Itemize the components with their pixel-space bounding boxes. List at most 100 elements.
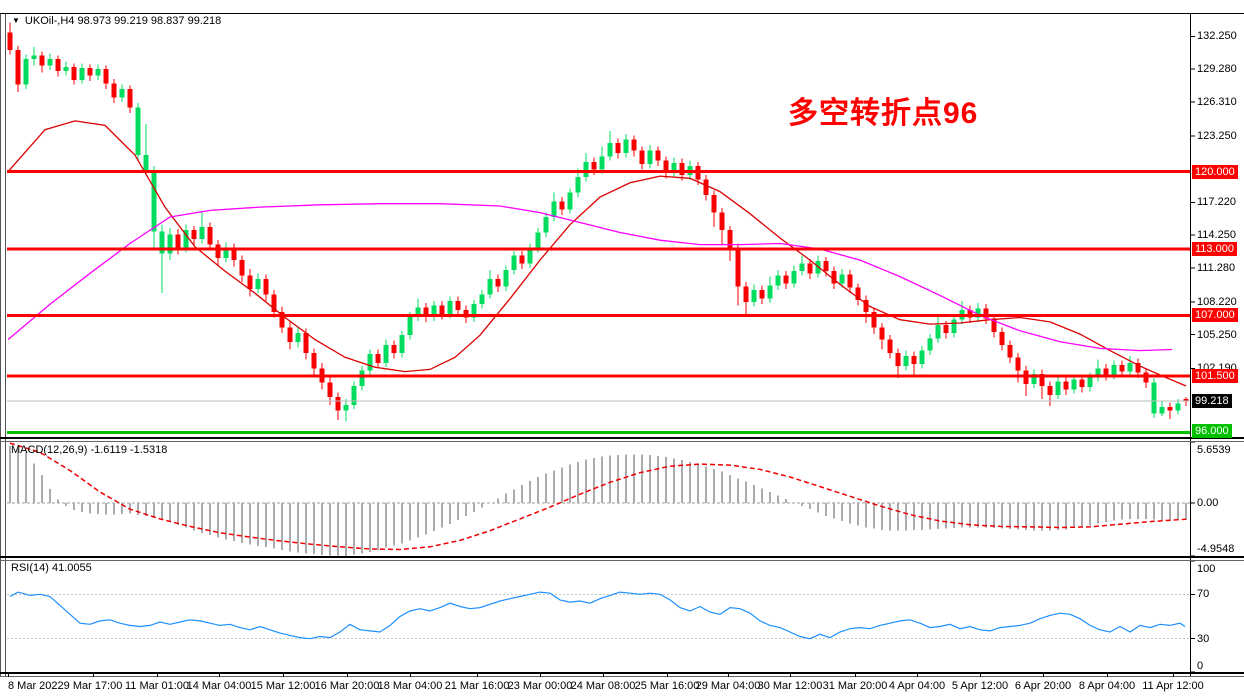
candle-body bbox=[407, 316, 413, 336]
time-tick bbox=[410, 672, 411, 677]
candle-body bbox=[87, 67, 93, 76]
time-label: 31 Mar 20:00 bbox=[822, 680, 888, 692]
candle-body bbox=[31, 55, 37, 60]
candle-body bbox=[271, 294, 277, 312]
rsi-axis-label: 0 bbox=[1197, 660, 1204, 672]
candle-body bbox=[935, 325, 941, 339]
candle-body bbox=[671, 162, 677, 173]
candle-body bbox=[679, 162, 685, 176]
candle-body bbox=[703, 179, 709, 195]
candle-body bbox=[255, 278, 261, 289]
candle-body bbox=[807, 263, 813, 274]
time-tick bbox=[603, 672, 604, 677]
time-tick bbox=[1043, 672, 1044, 677]
candle-body bbox=[199, 226, 205, 240]
candle-body bbox=[543, 216, 549, 233]
candle-body bbox=[191, 230, 197, 240]
macd-axis-label: 0.00 bbox=[1197, 496, 1219, 509]
candle-body bbox=[295, 332, 301, 342]
time-tick bbox=[980, 672, 981, 677]
time-tick bbox=[219, 672, 220, 677]
time-tick bbox=[790, 672, 791, 677]
time-label: 6 Apr 20:00 bbox=[1014, 680, 1072, 692]
candle-body bbox=[927, 338, 933, 351]
candle-body bbox=[167, 234, 173, 254]
candle-body bbox=[991, 318, 997, 332]
candle-body bbox=[855, 287, 861, 300]
separator-macd-rsi[interactable] bbox=[0, 556, 1244, 558]
time-label: 8 Mar 2022 bbox=[8, 680, 64, 692]
time-label: 18 Mar 04:00 bbox=[377, 680, 443, 692]
candle-body bbox=[1143, 372, 1149, 383]
chart-text-annotation: 多空转折点96 bbox=[788, 97, 979, 130]
candle-body bbox=[863, 299, 869, 312]
candle-body bbox=[111, 83, 117, 98]
ma-fast-red bbox=[7, 120, 1187, 387]
candle-body bbox=[591, 161, 597, 170]
time-tick bbox=[917, 672, 918, 677]
candle-body bbox=[1039, 373, 1045, 386]
candle-body bbox=[535, 232, 541, 248]
candle-body bbox=[351, 385, 357, 405]
time-tick bbox=[1173, 672, 1174, 677]
price-scale-border bbox=[1190, 13, 1191, 676]
candle-body bbox=[1151, 382, 1157, 414]
candle-body bbox=[119, 88, 125, 98]
candle-body bbox=[47, 59, 53, 66]
price-tick-label: 108.220 bbox=[1197, 295, 1237, 308]
candle-body bbox=[791, 271, 797, 284]
time-label: 4 Apr 04:00 bbox=[888, 680, 946, 692]
candle-body bbox=[967, 309, 973, 318]
candle-body bbox=[55, 59, 61, 72]
time-label: 25 Mar 16:00 bbox=[634, 680, 700, 692]
candle-body bbox=[567, 192, 573, 210]
candle-body bbox=[71, 66, 77, 81]
candle-body bbox=[623, 139, 629, 153]
candle-body bbox=[23, 59, 29, 85]
candle-body bbox=[279, 311, 285, 328]
time-label: 11 Mar 01:00 bbox=[124, 680, 190, 692]
candle-body bbox=[943, 325, 949, 333]
price-tick-label: 105.250 bbox=[1197, 328, 1237, 341]
macd-axis-label: 5.6539 bbox=[1197, 444, 1231, 456]
chevron-down-icon[interactable]: ▼ bbox=[12, 16, 20, 25]
time-tick bbox=[1107, 672, 1108, 677]
price-tick-label: 132.250 bbox=[1197, 30, 1237, 43]
candle-body bbox=[15, 50, 21, 85]
time-tick bbox=[157, 672, 158, 677]
price-tick-label: 114.250 bbox=[1197, 229, 1236, 242]
time-label: 21 Mar 16:00 bbox=[444, 680, 510, 692]
timescale-border bbox=[0, 676, 1244, 677]
candle-body bbox=[719, 212, 725, 231]
candle-body bbox=[1015, 357, 1021, 371]
candle-body bbox=[455, 300, 461, 310]
candle-body bbox=[7, 32, 13, 51]
candle-body bbox=[1079, 379, 1085, 388]
candle-body bbox=[231, 247, 237, 261]
candle-body bbox=[375, 353, 381, 363]
candle-body bbox=[383, 345, 389, 363]
hline-price-badge: 107.000 bbox=[1192, 308, 1238, 323]
separator-main-macd[interactable] bbox=[0, 437, 1244, 439]
candle-body bbox=[79, 67, 85, 81]
candle-body bbox=[175, 234, 181, 250]
candle-body bbox=[1127, 362, 1133, 372]
candle-body bbox=[247, 275, 253, 289]
time-label: 9 Mar 17:00 bbox=[63, 680, 123, 692]
time-tick bbox=[283, 672, 284, 677]
candle-body bbox=[207, 226, 213, 245]
candle-body bbox=[839, 274, 845, 284]
candle-body bbox=[743, 286, 749, 303]
candle-body bbox=[439, 305, 445, 315]
candle-body bbox=[239, 260, 245, 276]
time-tick bbox=[93, 672, 94, 677]
time-label: 11 Apr 12:00 bbox=[1142, 680, 1204, 692]
time-label: 14 Mar 04:00 bbox=[186, 680, 252, 692]
candle-body bbox=[463, 309, 469, 318]
candle-body bbox=[127, 88, 133, 108]
candle-body bbox=[895, 352, 901, 367]
macd-axis-label: -4.9548 bbox=[1197, 543, 1235, 555]
time-label: 24 Mar 08:00 bbox=[570, 680, 636, 692]
candle-body bbox=[335, 397, 341, 411]
